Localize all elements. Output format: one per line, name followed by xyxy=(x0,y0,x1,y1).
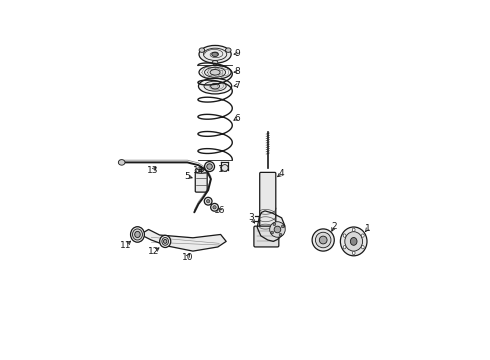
Ellipse shape xyxy=(204,162,215,172)
Text: 7: 7 xyxy=(234,81,240,90)
Ellipse shape xyxy=(273,223,276,226)
Ellipse shape xyxy=(119,159,125,165)
Ellipse shape xyxy=(270,222,285,237)
Ellipse shape xyxy=(279,233,282,236)
Text: 12: 12 xyxy=(148,247,160,256)
Ellipse shape xyxy=(341,227,367,256)
Polygon shape xyxy=(140,229,226,251)
Ellipse shape xyxy=(211,203,219,211)
Ellipse shape xyxy=(362,234,364,237)
Ellipse shape xyxy=(352,228,355,231)
Text: 14: 14 xyxy=(193,166,204,175)
Ellipse shape xyxy=(162,238,169,245)
Ellipse shape xyxy=(135,231,140,238)
Ellipse shape xyxy=(274,226,281,233)
Ellipse shape xyxy=(210,69,220,75)
Ellipse shape xyxy=(213,206,216,209)
Ellipse shape xyxy=(160,235,171,247)
Text: 4: 4 xyxy=(279,169,284,178)
Ellipse shape xyxy=(212,60,218,65)
Ellipse shape xyxy=(211,84,220,89)
Ellipse shape xyxy=(130,227,145,242)
Text: 8: 8 xyxy=(234,67,240,76)
Text: 1: 1 xyxy=(365,224,370,233)
Ellipse shape xyxy=(225,48,231,52)
Ellipse shape xyxy=(199,48,205,52)
Text: 9: 9 xyxy=(234,49,240,58)
Ellipse shape xyxy=(312,229,334,251)
Ellipse shape xyxy=(343,234,346,237)
Ellipse shape xyxy=(199,66,231,79)
FancyBboxPatch shape xyxy=(196,171,207,192)
Ellipse shape xyxy=(198,78,232,94)
Ellipse shape xyxy=(195,168,207,173)
Ellipse shape xyxy=(203,48,227,60)
Ellipse shape xyxy=(345,232,363,251)
Ellipse shape xyxy=(207,164,212,169)
Text: 6: 6 xyxy=(234,113,240,122)
Ellipse shape xyxy=(271,231,273,234)
Ellipse shape xyxy=(350,238,357,245)
Text: 5: 5 xyxy=(185,172,190,181)
Ellipse shape xyxy=(204,197,212,205)
Ellipse shape xyxy=(132,229,143,240)
Ellipse shape xyxy=(281,225,284,228)
Ellipse shape xyxy=(206,199,210,203)
FancyBboxPatch shape xyxy=(260,172,276,233)
Polygon shape xyxy=(257,211,285,242)
Ellipse shape xyxy=(316,232,331,248)
Ellipse shape xyxy=(199,45,231,63)
FancyBboxPatch shape xyxy=(254,226,279,247)
Ellipse shape xyxy=(204,81,226,91)
Ellipse shape xyxy=(319,236,327,244)
Text: 15: 15 xyxy=(218,165,229,174)
Ellipse shape xyxy=(221,165,228,171)
Text: 3: 3 xyxy=(248,213,254,222)
Text: 11: 11 xyxy=(120,241,132,250)
Ellipse shape xyxy=(204,67,225,77)
Text: 10: 10 xyxy=(182,253,193,262)
Ellipse shape xyxy=(164,239,167,243)
Ellipse shape xyxy=(352,251,355,255)
Text: 13: 13 xyxy=(147,166,158,175)
Ellipse shape xyxy=(212,52,219,57)
Ellipse shape xyxy=(343,246,346,249)
Ellipse shape xyxy=(362,246,364,249)
Ellipse shape xyxy=(199,169,203,172)
Text: 16: 16 xyxy=(214,206,226,215)
Text: 2: 2 xyxy=(331,222,337,231)
